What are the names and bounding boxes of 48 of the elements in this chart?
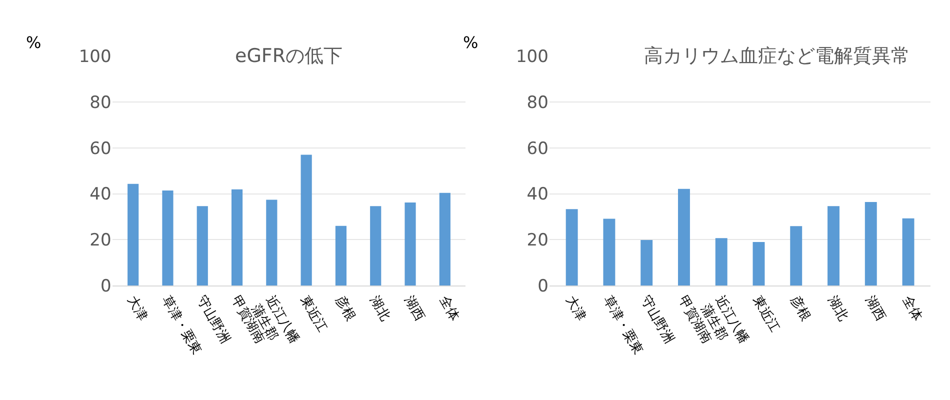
bar xyxy=(828,206,840,286)
bar xyxy=(566,209,578,286)
bar xyxy=(864,202,877,286)
x-tick-label: 東近江 xyxy=(750,294,782,335)
y-tick-label: 20 xyxy=(526,230,548,251)
bar xyxy=(902,218,914,286)
y-tick-label: 100 xyxy=(516,46,548,67)
bar xyxy=(300,154,312,286)
x-tick-label: 大津 xyxy=(124,294,150,324)
bar xyxy=(439,192,450,286)
y-tick-label: 80 xyxy=(526,92,548,113)
y-tick-label: 40 xyxy=(526,184,548,205)
bar xyxy=(678,188,690,286)
chart-title: eGFRの低下 xyxy=(235,45,343,67)
bar xyxy=(790,226,802,286)
y-tick-label: 0 xyxy=(100,276,112,297)
y-tick-label: 100 xyxy=(78,46,112,67)
x-tick-label: 彦根 xyxy=(332,293,359,324)
y-tick-label: 80 xyxy=(90,92,112,113)
y-axis-title: % xyxy=(463,33,478,52)
bar xyxy=(128,184,139,286)
bar xyxy=(404,202,416,286)
bar xyxy=(603,218,616,286)
bar xyxy=(752,242,765,286)
bar xyxy=(640,240,653,286)
bar xyxy=(370,206,382,286)
x-tick-label: 全体 xyxy=(436,294,462,324)
x-tick-label: 彦根 xyxy=(787,293,814,324)
x-tick-label: 湖西 xyxy=(401,294,428,324)
y-tick-label: 60 xyxy=(526,138,548,159)
y-tick-label: 40 xyxy=(90,184,112,205)
bar xyxy=(231,189,243,286)
x-tick-label: 全体 xyxy=(899,294,926,324)
y-axis-title: % xyxy=(26,33,42,52)
bar xyxy=(196,206,208,286)
y-tick-label: 60 xyxy=(90,138,112,159)
bar xyxy=(266,200,278,286)
bar xyxy=(335,226,347,286)
chart-title: 高カリウム血症など電解質異常 xyxy=(644,45,910,67)
x-tick-label: 東近江 xyxy=(297,294,330,335)
x-tick-label: 湖北 xyxy=(824,294,850,324)
x-tick-label: 湖北 xyxy=(366,294,393,324)
x-tick-label: 湖西 xyxy=(862,294,888,324)
bar xyxy=(162,190,174,286)
y-tick-label: 20 xyxy=(90,230,112,251)
x-tick-label: 大津 xyxy=(562,294,589,324)
bar xyxy=(715,238,728,286)
y-tick-label: 0 xyxy=(538,276,548,297)
